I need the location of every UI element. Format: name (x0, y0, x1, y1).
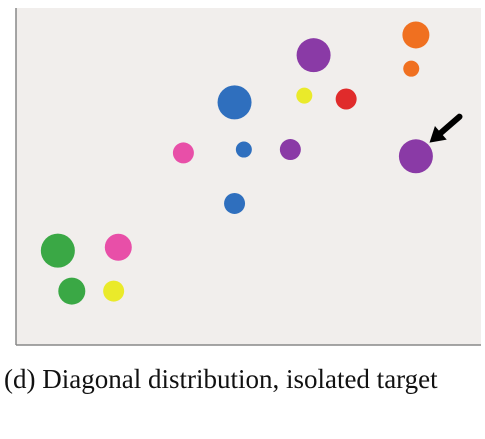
data-point-8 (236, 142, 252, 158)
data-point-12 (336, 88, 357, 109)
data-point-13 (402, 21, 429, 48)
data-point-7 (218, 85, 252, 119)
data-point-11 (297, 38, 331, 72)
figure-caption: (d) Diagonal distribution, isolated targ… (4, 360, 481, 398)
target-point (399, 139, 433, 173)
data-point-14 (403, 61, 419, 77)
data-point-2 (58, 278, 85, 305)
scatter-chart (0, 0, 485, 350)
data-point-1 (41, 234, 75, 268)
data-point-6 (224, 193, 245, 214)
data-point-4 (103, 281, 124, 302)
data-point-5 (173, 142, 194, 163)
data-point-3 (105, 234, 132, 261)
plot-area (16, 8, 481, 345)
data-point-10 (296, 88, 312, 104)
data-point-9 (280, 139, 301, 160)
